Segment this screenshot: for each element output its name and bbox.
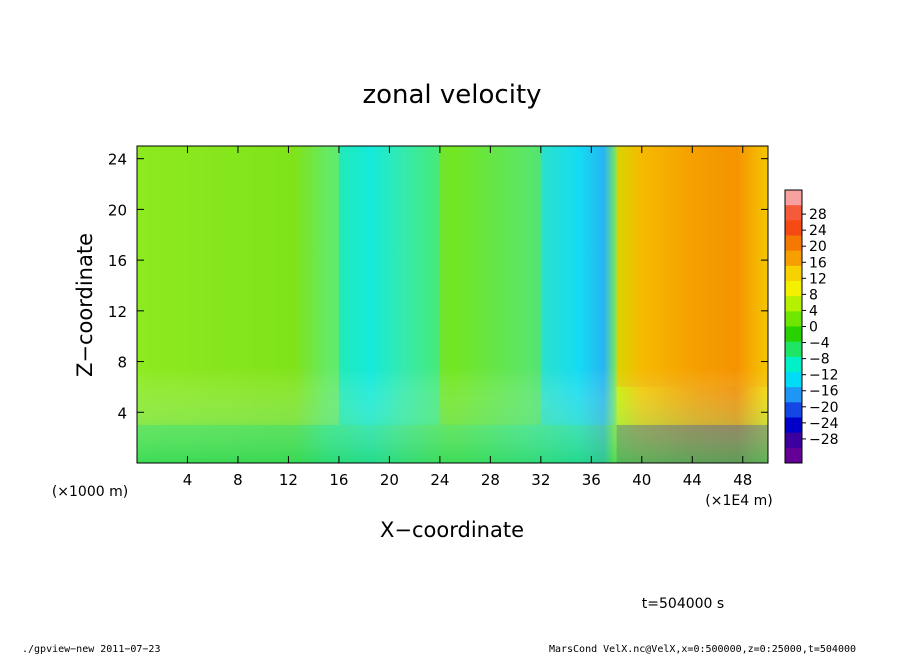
colorbar-swatch: [785, 205, 802, 221]
x-tick-label: 12: [279, 471, 298, 489]
colorbar-label: −24: [809, 416, 839, 432]
y-axis-ticks: 4 8 12 16 20 24: [108, 151, 768, 422]
x-axis-unit-left: (×1000 m): [52, 484, 128, 500]
y-tick-label: 16: [108, 252, 127, 270]
x-tick-label: 8: [233, 471, 243, 489]
colorbar-label: −12: [809, 368, 839, 384]
colorbar-swatch: [785, 402, 802, 418]
colorbar-label: −4: [809, 336, 830, 352]
colorbar-swatch: [785, 296, 802, 312]
colorbar-label: 24: [809, 223, 827, 239]
x-tick-label: 20: [380, 471, 399, 489]
colorbar-label: −8: [809, 352, 830, 368]
chart-title: zonal velocity: [362, 80, 541, 110]
x-axis-unit-right: (×1E4 m): [705, 493, 772, 509]
colorbar-label: 4: [809, 303, 818, 319]
y-tick-label: 20: [108, 201, 127, 219]
plot-frame: [136, 145, 769, 464]
colorbar-swatch: [785, 250, 802, 267]
colorbar-label: 28: [809, 207, 827, 223]
colorbar-label: −20: [809, 400, 839, 416]
colorbar-swatch: [785, 190, 802, 206]
heatmap-near-surface-shading: [137, 146, 768, 463]
x-tick-label: 48: [733, 471, 752, 489]
colorbar-swatch: [785, 281, 802, 297]
x-tick-label: 36: [582, 471, 601, 489]
x-axis-ticks: 4 8 12 16 20 24 28 32 36 40 44 48: [183, 146, 752, 489]
x-axis-label: X−coordinate: [380, 518, 524, 542]
colorbar-swatch: [785, 387, 802, 403]
y-axis-label: Z−coordinate: [73, 233, 97, 377]
colorbar-swatch: [785, 235, 802, 252]
colorbar-label: 0: [809, 320, 818, 336]
x-tick-label: 24: [430, 471, 449, 489]
colorbar-label: 12: [809, 271, 827, 287]
colorbar-swatch: [785, 311, 802, 327]
colorbar-swatch: [785, 326, 802, 343]
colorbar-swatch: [785, 220, 802, 236]
x-tick-label: 4: [183, 471, 193, 489]
x-tick-label: 28: [481, 471, 500, 489]
colorbar-swatch: [785, 341, 802, 358]
colorbar-swatch: [785, 417, 802, 434]
y-tick-label: 12: [108, 303, 127, 321]
y-tick-label: 4: [117, 404, 127, 422]
colorbar-swatch: [785, 447, 802, 464]
colorbar-swatch: [785, 356, 802, 373]
colorbar-label: −28: [809, 432, 839, 448]
y-tick-label: 24: [108, 151, 127, 169]
colorbar-swatch: [785, 432, 802, 449]
colorbar-swatch: [785, 372, 802, 388]
y-tick-label: 8: [117, 354, 127, 372]
colorbar-label: 20: [809, 239, 827, 255]
x-tick-label: 32: [531, 471, 550, 489]
x-tick-label: 44: [683, 471, 702, 489]
source-footer: MarsCond_VelX.nc@VelX,x=0:500000,z=0:250…: [549, 644, 856, 654]
colorbar-swatch: [785, 265, 802, 282]
x-tick-label: 16: [329, 471, 348, 489]
program-footer: ./gpview−new 2011−07−23: [22, 644, 160, 654]
colorbar-label: −16: [809, 384, 839, 400]
time-label: t=504000 s: [642, 596, 724, 612]
colorbar-label: 16: [809, 255, 827, 271]
heatmap-plot-area: [136, 145, 769, 464]
x-tick-label: 40: [632, 471, 651, 489]
colorbar-label: 8: [809, 287, 818, 303]
